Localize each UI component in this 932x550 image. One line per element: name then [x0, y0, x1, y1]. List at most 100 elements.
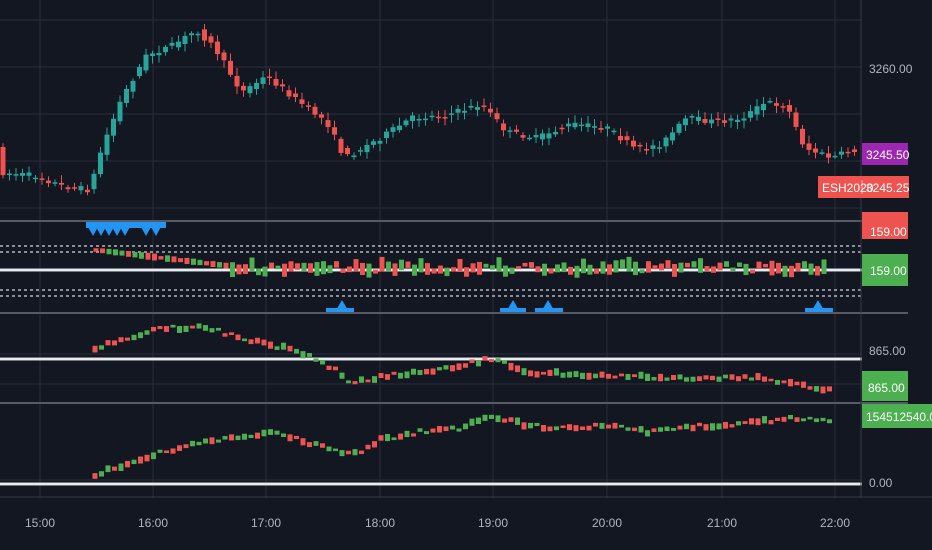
- ind2-bar: [294, 348, 299, 354]
- ind1-bar: [730, 267, 736, 271]
- price-candle: [624, 136, 630, 141]
- price-candle: [195, 33, 201, 36]
- ind3-bar: [235, 435, 241, 441]
- ind2-bar: [502, 360, 507, 364]
- price-candle: [234, 75, 240, 87]
- last-price-tag: 3245.50: [862, 143, 910, 165]
- ind2-bar: [768, 378, 774, 382]
- ind1-bar: [301, 262, 307, 272]
- indicator-panel-1[interactable]: [0, 222, 862, 312]
- indicator-panel-3[interactable]: [0, 414, 862, 486]
- ind2-bar: [424, 368, 429, 375]
- ind1-bar: [100, 248, 105, 254]
- price-candle: [384, 131, 389, 139]
- price-candle: [104, 134, 110, 155]
- ind1-bar: [477, 261, 482, 275]
- price-candle: [488, 108, 493, 113]
- ind3-bar: [768, 420, 774, 425]
- ind1-bar: [509, 267, 515, 274]
- ind1-bar: [412, 264, 417, 276]
- ind3-bar: [788, 414, 793, 420]
- ind2-bar: [287, 345, 293, 352]
- time-axis[interactable]: 15:00 16:00 17:00 18:00 19:00 20:00 21:0…: [25, 516, 850, 530]
- price-candle: [254, 82, 259, 90]
- ind1-bar: [113, 249, 118, 256]
- price-panel[interactable]: [0, 23, 858, 196]
- ind1-bar: [782, 265, 788, 277]
- ind2-bar: [664, 377, 670, 381]
- ind1-bar: [405, 261, 411, 268]
- ind1-bar: [295, 263, 300, 270]
- ind3-bar: [781, 416, 787, 422]
- price-candle: [150, 53, 155, 57]
- ind2-bar: [151, 327, 156, 332]
- ind3-bar: [612, 422, 618, 429]
- signal-marker: [150, 225, 162, 236]
- price-candle: [722, 120, 727, 123]
- ind1-bar: [769, 260, 775, 276]
- price-candle: [377, 140, 383, 144]
- ind3-bar: [482, 414, 488, 421]
- ind3-bar: [723, 421, 728, 429]
- ind2-bar: [229, 332, 234, 336]
- ind2-bar: [359, 376, 364, 383]
- ind2-bar: [541, 371, 546, 375]
- price-candle: [59, 182, 64, 185]
- price-candle: [351, 155, 357, 158]
- price-candle: [286, 90, 292, 97]
- price-candle: [605, 126, 610, 129]
- price-candle: [390, 127, 396, 132]
- ind3-bar: [131, 459, 137, 465]
- ind1-bar: [145, 252, 151, 260]
- indicator-panel-2[interactable]: [0, 323, 862, 394]
- price-candle: [741, 118, 747, 121]
- ind3-bar: [398, 433, 403, 440]
- ind3-bar: [144, 454, 150, 462]
- time-tick: 17:00: [251, 516, 281, 530]
- price-candle: [273, 78, 279, 86]
- ind2-bar: [775, 380, 780, 385]
- price-candle: [468, 105, 474, 108]
- ind1-bar: [581, 258, 586, 274]
- ind3-bar: [209, 437, 215, 445]
- price-candle: [293, 93, 298, 97]
- ind3-bar: [645, 430, 650, 437]
- price-candle: [839, 151, 844, 155]
- ind2-bar: [385, 374, 390, 380]
- ind1-bar: [607, 264, 612, 275]
- price-candle: [585, 123, 591, 127]
- price-candle: [826, 153, 831, 158]
- signal-marker: [103, 225, 115, 236]
- ind1-bar: [724, 261, 729, 267]
- panel-separators[interactable]: [0, 0, 932, 498]
- ind3-bar: [651, 428, 657, 432]
- price-candle: [169, 42, 175, 46]
- signal-marker: [140, 225, 152, 236]
- ind1-lower-tag: 159.00: [862, 254, 908, 286]
- ind1-bar: [613, 260, 619, 273]
- price-candle: [91, 173, 97, 190]
- ind2-lower-label: 865.00: [868, 381, 905, 395]
- ind3-bar: [547, 426, 553, 432]
- ind2-bar: [801, 381, 806, 388]
- ind2-bar: [255, 337, 260, 344]
- price-candle: [832, 155, 838, 158]
- ind1-bar: [808, 263, 814, 275]
- ind3-bar: [515, 417, 520, 425]
- ind3-bar: [742, 421, 748, 425]
- ind2-bar: [326, 365, 332, 370]
- price-candle: [455, 108, 461, 113]
- ind3-bar: [703, 424, 709, 431]
- ind3-bar: [528, 422, 533, 429]
- ind2-bar: [105, 340, 111, 346]
- ind3-upper-tag: 154512540.00: [862, 404, 932, 428]
- ind3-bar: [580, 426, 585, 430]
- ind1-bar: [698, 258, 703, 273]
- ind1-bar: [490, 265, 495, 270]
- ind3-bar: [736, 421, 741, 426]
- symbol-price-tag: ESH2020 3245.25: [818, 176, 910, 198]
- ind1-bar: [126, 251, 131, 257]
- ind3-bar: [352, 449, 358, 456]
